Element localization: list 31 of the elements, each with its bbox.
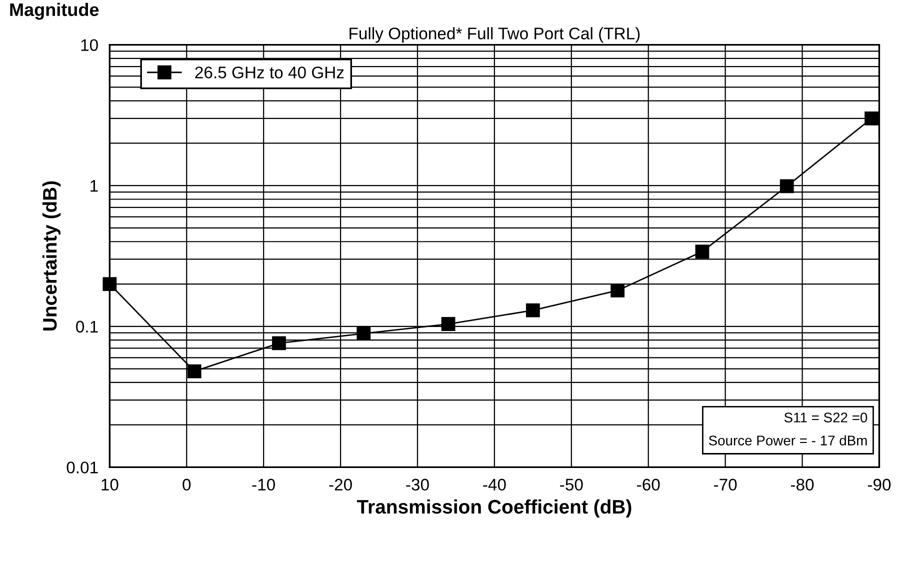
point <box>610 284 625 298</box>
x-tick-label: -10 <box>252 478 275 491</box>
annotation: S11 = S22 =0 Source Power = - 17 dBm <box>708 412 868 446</box>
x-tick-label: -90 <box>868 478 891 491</box>
point <box>102 277 117 291</box>
y-tick-label: 0.1 <box>76 320 98 333</box>
point <box>864 111 878 126</box>
x-tick-label: -30 <box>406 478 429 491</box>
y-tick-label: 0.01 <box>66 462 98 474</box>
x-axis-title: Transmission Coefficient (dB) <box>356 499 632 518</box>
y-tick-label: 1 <box>90 180 98 192</box>
point <box>187 364 202 378</box>
point <box>780 179 794 194</box>
chart-title: Fully Optioned* Full Two Port Cal (TRL) <box>350 27 640 43</box>
text: Magnitude <box>10 2 99 20</box>
x-tick-label: 10 <box>102 478 118 491</box>
point <box>526 303 540 318</box>
x-tick-label: 0 <box>182 478 191 491</box>
y-tick-label: 10 <box>81 39 98 51</box>
x-tick-label: -40 <box>483 478 506 491</box>
y-axis-title: Uncertainty (dB) <box>42 181 61 330</box>
x-tick-label: -70 <box>714 478 737 491</box>
x-tick-label: -50 <box>560 478 583 491</box>
point <box>441 317 456 331</box>
x-tick-label: -80 <box>790 478 814 491</box>
legend-label: 26.5 GHz to 40 GHz <box>195 66 344 78</box>
x-tick-label: -60 <box>637 478 660 491</box>
point <box>695 244 710 259</box>
x-tick-label: -20 <box>329 478 352 491</box>
point <box>272 336 286 350</box>
point <box>356 326 371 340</box>
